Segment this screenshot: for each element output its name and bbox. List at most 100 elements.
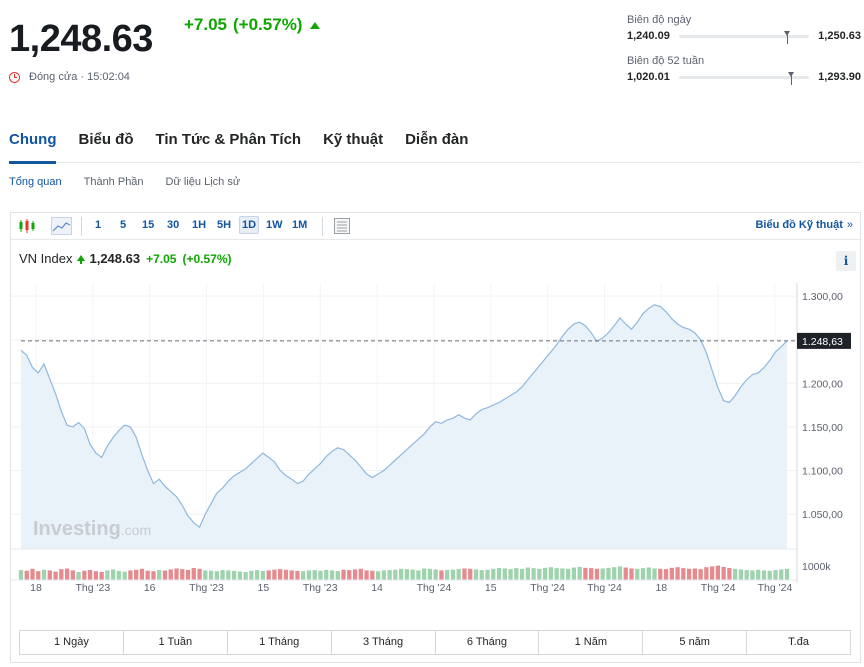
volume-bar — [30, 568, 35, 580]
volume-bar — [341, 569, 346, 580]
volume-bar — [381, 570, 386, 580]
volume-bar — [70, 570, 75, 580]
volume-bar — [756, 569, 761, 580]
range-button-5-years[interactable]: 5 năm — [643, 631, 748, 654]
interval-1d[interactable]: 1D — [239, 216, 260, 234]
interval-15[interactable]: 15 — [142, 219, 155, 231]
chart-area: Investing.com — [20, 304, 788, 549]
tab-forum[interactable]: Diễn đàn — [405, 131, 469, 148]
volume-bar — [266, 570, 271, 580]
subtab-historical-data[interactable]: Dữ liệu Lịch sử — [165, 176, 241, 188]
volume-bar — [24, 570, 29, 580]
volume-bar — [18, 570, 24, 580]
range-button-max[interactable]: T.đa — [788, 636, 809, 648]
volume-bar — [162, 570, 168, 580]
x-tick-label: Thg '23 — [75, 582, 110, 593]
tab-technical[interactable]: Kỹ thuật — [323, 131, 384, 148]
volume-bar — [709, 566, 715, 580]
subtab-overview[interactable]: Tổng quan — [9, 176, 62, 188]
volume-bar — [635, 568, 640, 580]
volume-bar — [312, 570, 317, 580]
volume-bar — [306, 570, 312, 580]
volume-bar — [658, 568, 663, 580]
main-tabs: Chung Biểu đồ Tin Tức & Phân Tích Kỹ thu… — [9, 131, 861, 164]
double-chevron-right-icon: » — [846, 219, 853, 231]
volume-bar — [335, 571, 340, 580]
volume-bar — [82, 570, 87, 580]
volume-bar — [301, 571, 306, 580]
volume-bars — [18, 565, 790, 580]
volume-bar — [393, 569, 398, 580]
market-status-text: Đóng cửa · 15:02:04 — [29, 71, 130, 83]
range-button-1-month[interactable]: 1 Tháng — [228, 631, 332, 654]
volume-bar — [727, 568, 732, 580]
area-chart-icon[interactable] — [51, 217, 72, 235]
interval-5h[interactable]: 5H — [217, 219, 232, 231]
info-button[interactable]: i — [836, 251, 856, 271]
subtab-components[interactable]: Thành Phần — [83, 176, 144, 188]
volume-bar — [191, 568, 196, 580]
interval-1h[interactable]: 1H — [192, 219, 207, 231]
interval-1w[interactable]: 1W — [266, 219, 283, 231]
tab-overview[interactable]: Chung — [9, 131, 57, 164]
volume-bar — [278, 569, 283, 580]
volume-bar — [214, 571, 219, 580]
legend-price: 1,248.63 — [89, 251, 141, 266]
volume-bar — [450, 569, 456, 580]
interval-5[interactable]: 5 — [120, 219, 127, 231]
volume-bar — [134, 569, 139, 580]
range-button-1-week[interactable]: 1 Tuần — [124, 631, 228, 654]
volume-bar — [537, 568, 542, 580]
volume-bar — [640, 568, 646, 580]
week52-range-low: 1,020.01 — [627, 71, 670, 83]
volume-bar — [583, 567, 588, 580]
volume-bar — [485, 569, 490, 580]
volume-bar — [479, 570, 484, 580]
day-range-high: 1,250.63 — [818, 30, 861, 42]
up-arrow-icon — [77, 254, 86, 264]
week52-range-bar — [678, 71, 810, 85]
legend-name: VN Index — [19, 251, 73, 266]
tab-news-analysis[interactable]: Tin Tức & Phân Tích — [155, 131, 302, 148]
interval-1[interactable]: 1 — [95, 219, 102, 231]
volume-bar — [779, 569, 784, 580]
volume-bar — [272, 569, 277, 580]
interval-30[interactable]: 30 — [167, 219, 180, 231]
volume-bar — [283, 569, 289, 580]
range-button-1-day[interactable]: 1 Ngày — [20, 631, 124, 654]
volume-bar — [738, 569, 744, 580]
range-button-6-months[interactable]: 6 Tháng — [436, 631, 540, 654]
volume-bar — [468, 568, 473, 580]
volume-bar — [87, 569, 93, 580]
x-tick-label: 14 — [371, 582, 383, 593]
x-tick-label: 18 — [655, 582, 667, 593]
volume-bar — [773, 570, 778, 580]
candlestick-icon[interactable] — [17, 217, 38, 235]
tab-chart[interactable]: Biểu đồ — [78, 131, 134, 148]
volume-bar — [254, 570, 260, 580]
volume-bar — [358, 568, 363, 580]
volume-bar — [669, 567, 674, 580]
range-button-1-year[interactable]: 1 Năm — [539, 631, 644, 654]
volume-bar — [721, 566, 726, 580]
volume-bar — [675, 567, 680, 580]
x-tick-label: Thg '24 — [758, 582, 793, 593]
price-chart[interactable]: Investing.com 1.300,001.250,001.200,001.… — [11, 283, 860, 593]
chart-toolbar: 1 5 15 30 1H 5H 1D 1W 1M Biểu đồ Kỹ thuậ… — [11, 213, 860, 240]
volume-bar — [76, 572, 81, 580]
technical-chart-link[interactable]: Biểu đồ Kỹ thuật» — [755, 219, 853, 231]
volume-bar — [41, 569, 47, 580]
time-range-selector: 1 Ngày 1 Tuần 1 Tháng 3 Tháng 6 Tháng 1 … — [19, 630, 851, 655]
week52-range-marker-icon — [788, 71, 795, 85]
interval-1m[interactable]: 1M — [292, 219, 308, 231]
range-button-3-months[interactable]: 3 Tháng — [332, 631, 436, 654]
table-icon[interactable] — [332, 217, 353, 235]
week52-range-high: 1,293.90 — [818, 71, 861, 83]
volume-bar — [237, 571, 243, 580]
volume-bar — [53, 571, 58, 580]
volume-axis-label: 1000k — [802, 561, 831, 573]
x-tick-label: 15 — [258, 582, 270, 593]
week52-range-title: Biên độ 52 tuần — [627, 55, 705, 67]
volume-bar — [784, 568, 790, 580]
volume-bar — [750, 570, 755, 580]
